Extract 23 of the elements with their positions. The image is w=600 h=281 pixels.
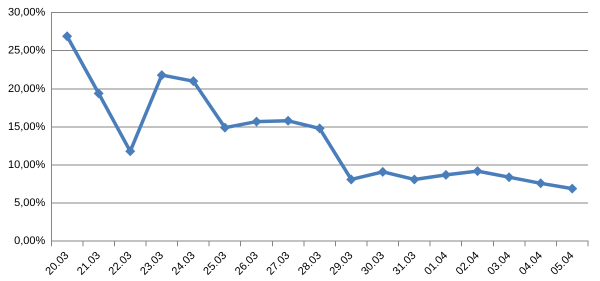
point xyxy=(472,166,483,176)
point xyxy=(536,178,546,188)
point xyxy=(346,174,356,184)
point xyxy=(283,116,294,126)
point xyxy=(567,184,578,194)
point xyxy=(94,88,104,98)
point xyxy=(220,122,230,133)
y-tick-label: 15,00% xyxy=(8,120,46,133)
y-tick-label: 20,00% xyxy=(8,82,46,95)
y-tick-label: 30,00% xyxy=(8,6,46,19)
point xyxy=(62,31,72,42)
y-tick-label: 10,00% xyxy=(8,159,46,172)
point xyxy=(188,76,198,86)
point xyxy=(125,146,136,156)
y-tick-label: 5,00% xyxy=(14,197,46,210)
point xyxy=(504,172,514,182)
y-tick-label: 25,00% xyxy=(8,44,46,57)
point xyxy=(409,174,420,184)
point xyxy=(156,70,167,80)
point xyxy=(378,166,388,177)
y-tick-label: 0,00% xyxy=(14,235,46,248)
point xyxy=(314,123,325,134)
point xyxy=(440,170,451,180)
